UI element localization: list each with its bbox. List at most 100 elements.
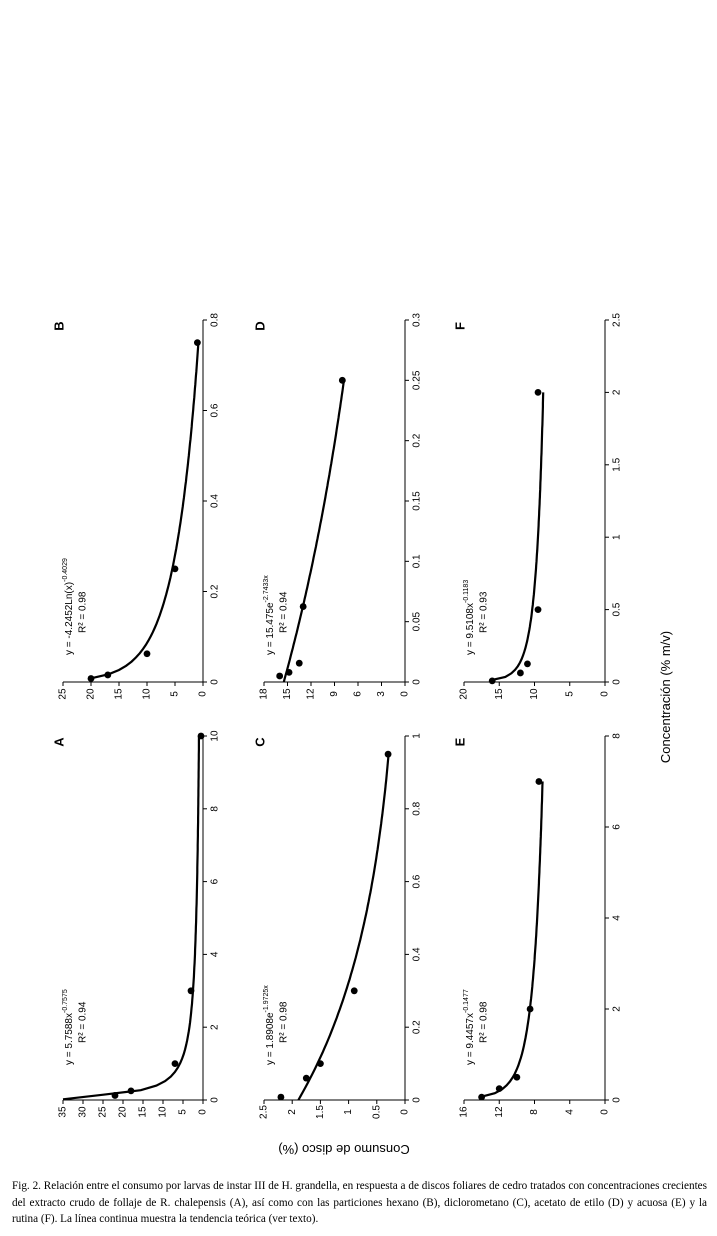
x-tick-label: 0.25	[412, 370, 423, 390]
y-tick-label: 2	[287, 1109, 298, 1115]
y-tick-label: 1.5	[315, 1105, 326, 1119]
x-tick-label: 0	[210, 1097, 221, 1103]
equation-exponent: -0.1183	[463, 580, 470, 603]
equation-base: y = 1.8908e	[265, 1012, 276, 1065]
x-tick-label: 8	[210, 806, 221, 812]
y-axis-shared-label: Consumo de disco (%)	[278, 1142, 410, 1157]
y-tick-label: 10	[158, 1106, 169, 1118]
r2-label: R² = 0.98	[479, 1001, 490, 1043]
equation-label: y = 1.8908e-1.9725x	[263, 985, 276, 1065]
x-tick-label: 1	[612, 534, 623, 540]
equation-label: y = -4.2452Ln(x)-0.4029	[62, 558, 75, 655]
data-point	[384, 750, 392, 758]
r2-label: R² = 0.94	[279, 591, 290, 633]
y-tick-label: 20	[86, 688, 97, 700]
x-tick-label: 2	[612, 1006, 623, 1012]
x-tick-label: 0.8	[412, 801, 423, 815]
data-point	[302, 1074, 310, 1082]
y-tick-label: 0	[600, 691, 611, 697]
equation-label: y = 9.4457x-0.1477	[463, 989, 476, 1065]
panel-letter: B	[51, 321, 66, 330]
y-tick-label: 0	[198, 691, 209, 697]
data-point	[495, 1085, 503, 1093]
r2-label: R² = 0.93	[479, 591, 490, 633]
equation-base: y = -4.2452Ln(x)	[64, 582, 75, 655]
data-point	[127, 1087, 135, 1095]
equation-exponent: -0.7575	[62, 989, 69, 1013]
x-tick-label: 0.2	[210, 584, 221, 598]
x-tick-label: 4	[210, 951, 221, 957]
data-point	[317, 1060, 324, 1067]
x-tick-label: 0	[210, 679, 221, 685]
x-tick-label: 0.15	[412, 491, 423, 511]
x-axis-shared-label: Concentración (% m/v)	[658, 631, 673, 763]
y-tick-label: 12	[306, 688, 317, 700]
chart-panel-c: 0 0.2 0.4 0.6 0.8 1 0 0.5 1 1.5 2 2.5 y = 1.8908e-1.…	[252, 733, 422, 1119]
y-tick-label: 15	[138, 1106, 149, 1118]
y-tick-label: 10	[142, 688, 153, 700]
data-point	[295, 659, 303, 667]
data-point	[187, 987, 195, 995]
data-point	[111, 1092, 119, 1099]
y-tick-label: 0.5	[371, 1105, 382, 1119]
y-tick-label: 3	[376, 691, 387, 697]
equation-base: y = 9.5108x	[465, 603, 476, 655]
y-tick-label: 0	[400, 691, 411, 697]
data-point	[87, 675, 95, 682]
x-tick-label: 0.2	[412, 433, 423, 447]
y-tick-label: 4	[564, 1109, 575, 1115]
data-point	[513, 1073, 521, 1081]
y-tick-label: 9	[329, 691, 340, 697]
trend-line	[479, 781, 544, 1099]
x-tick-label: 0	[612, 1097, 623, 1103]
panel-letter: D	[252, 321, 267, 330]
x-tick-label: 2	[210, 1024, 221, 1030]
y-tick-label: 10	[529, 688, 540, 700]
x-tick-label: 0.6	[412, 874, 423, 888]
equation-label: y = 15.475e-2.7433x	[263, 575, 276, 655]
r2-label: R² = 0.98	[78, 591, 89, 633]
y-tick-label: 25	[98, 1106, 109, 1118]
y-tick-label: 6	[353, 691, 364, 697]
data-point	[517, 669, 524, 677]
equation-exponent: -1.9725x	[263, 985, 270, 1013]
trend-line	[90, 342, 200, 680]
equation-base: y = 9.4457x	[465, 1013, 476, 1065]
x-tick-label: 0	[612, 679, 623, 685]
y-tick-label: 15	[494, 688, 505, 700]
x-tick-label: 0.4	[412, 947, 423, 961]
x-tick-label: 2	[612, 389, 623, 395]
data-point	[276, 672, 284, 680]
y-tick-label: 35	[58, 1106, 69, 1118]
y-tick-label: 0	[400, 1109, 411, 1115]
y-tick-label: 5	[564, 691, 575, 697]
y-tick-label: 12	[494, 1106, 505, 1118]
y-tick-label: 0	[600, 1109, 611, 1115]
chart-panel-b: 0 0.2 0.4 0.6 0.8 0 5 10 15 20 25 y = -4.2452Ln(x)-…	[51, 313, 220, 700]
r2-label: R² = 0.94	[78, 1001, 89, 1043]
y-tick-label: 18	[259, 688, 270, 700]
x-tick-label: 1.5	[612, 457, 623, 471]
panel-letter: A	[51, 737, 66, 747]
panel-letter: E	[452, 737, 467, 746]
equation-label: y = 9.5108x-0.1183	[463, 580, 476, 655]
equation-base: y = 15.475e	[265, 602, 276, 655]
y-tick-label: 0	[198, 1109, 209, 1115]
data-point	[277, 1093, 285, 1101]
data-point	[171, 1060, 179, 1067]
x-tick-label: 0.05	[412, 611, 423, 631]
trend-line	[297, 754, 390, 1101]
y-tick-label: 15	[282, 688, 293, 700]
x-tick-label: 0	[412, 679, 423, 685]
x-tick-label: 0.8	[210, 313, 221, 327]
data-point	[488, 677, 496, 685]
trend-line	[489, 392, 545, 682]
equation-label: y = 5.7588x-0.7575	[62, 989, 75, 1065]
data-point	[338, 376, 346, 384]
x-tick-label: 0.6	[210, 403, 221, 417]
panel-letter: F	[452, 322, 467, 330]
y-tick-label: 20	[459, 688, 470, 700]
x-tick-label: 0.3	[412, 313, 423, 327]
